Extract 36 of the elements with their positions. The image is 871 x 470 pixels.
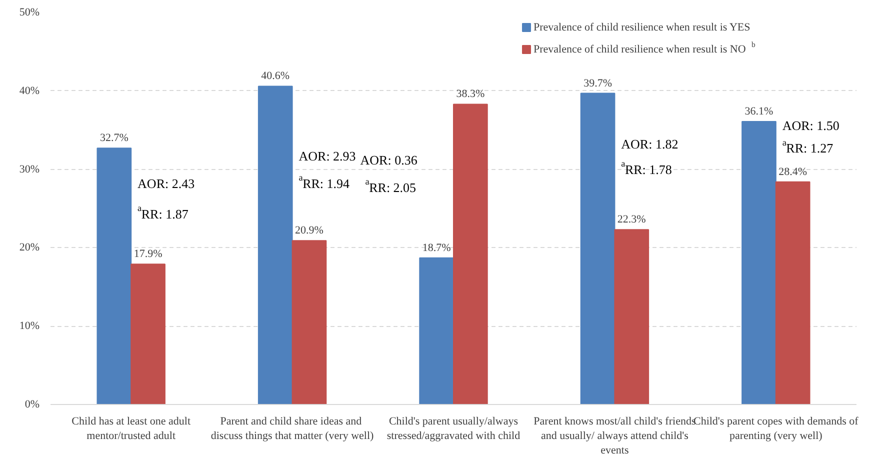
y-tick-label: 30% bbox=[19, 163, 40, 176]
annotation: AOR: 0.36 bbox=[360, 152, 418, 168]
y-tick-label: 40% bbox=[19, 84, 40, 97]
annotation: AOR: 1.50 bbox=[782, 118, 840, 133]
bar bbox=[96, 148, 132, 404]
annotation: AOR: 2.43 bbox=[138, 176, 195, 191]
x-tick-label: Parent and child share ideas and discuss things that matter (very well) bbox=[210, 416, 374, 442]
x-tick-label: Child has at least one adult mentor/trusted adult bbox=[72, 416, 191, 442]
bar bbox=[292, 240, 327, 404]
text: 39.7% bbox=[584, 77, 612, 90]
text: 36.1% bbox=[744, 105, 774, 118]
text: 17.9% bbox=[134, 248, 162, 260]
y-tick-label: 50% bbox=[19, 6, 40, 18]
y-tick-label: 10% bbox=[19, 320, 40, 332]
text: 20.9% bbox=[295, 224, 324, 237]
y-tick-label: 20% bbox=[19, 242, 40, 254]
bar bbox=[419, 257, 454, 404]
text: 32.7% bbox=[100, 132, 128, 144]
text: 22.3% bbox=[617, 214, 646, 226]
x-tick-label: Parent knows most/all child's friends and usually/ always attend child's events bbox=[534, 416, 696, 456]
text: 28.4% bbox=[778, 166, 808, 178]
text: 40.6% bbox=[261, 70, 290, 82]
legend-label: Prevalence of child resilience when result is YES bbox=[534, 22, 750, 34]
bar bbox=[614, 229, 650, 404]
text: 38.3% bbox=[456, 88, 485, 100]
text: 18.7% bbox=[422, 242, 451, 254]
y-tick-label: 0% bbox=[24, 398, 40, 410]
x-tick-label: Child's parent usually/always stressed/aggravated with child bbox=[386, 416, 521, 442]
bar bbox=[742, 120, 776, 404]
bar bbox=[453, 104, 488, 404]
bar bbox=[775, 181, 810, 404]
bar bbox=[130, 264, 166, 404]
bar bbox=[580, 92, 616, 404]
annotation: AOR: 2.93 bbox=[298, 148, 356, 164]
bar bbox=[258, 86, 293, 404]
annotation: AOR: 1.82 bbox=[621, 136, 678, 152]
